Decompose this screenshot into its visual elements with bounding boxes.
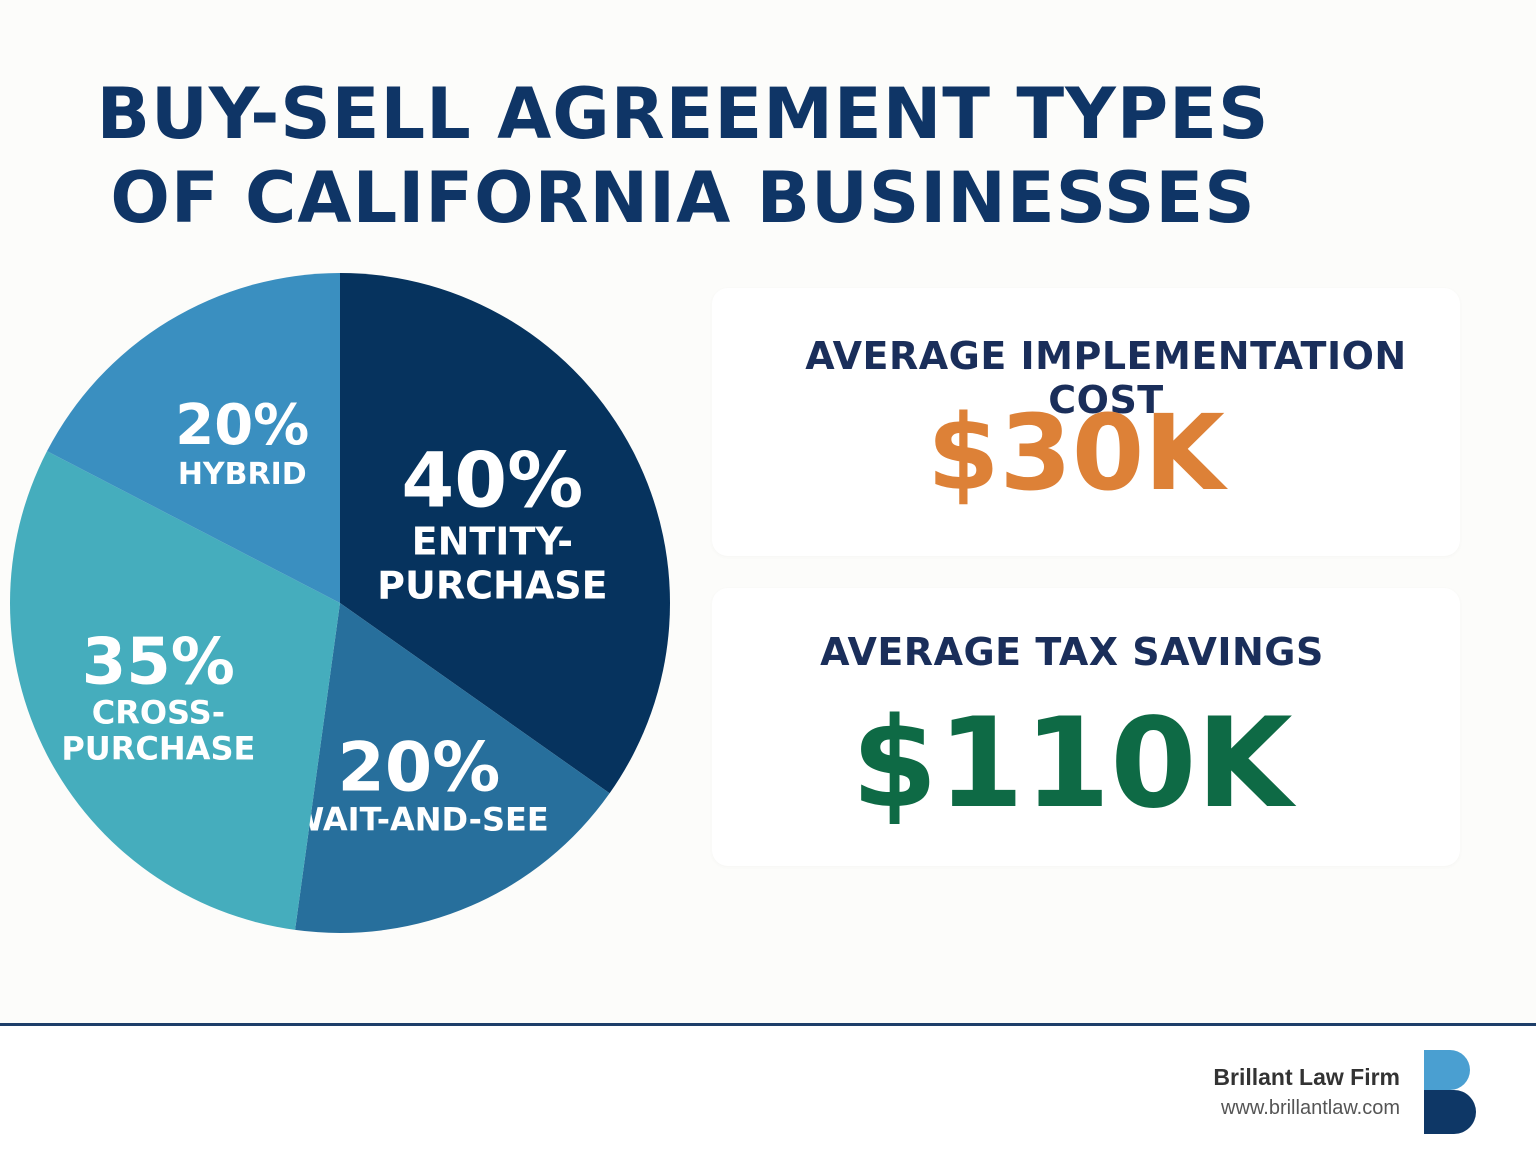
slice-value-label: 40% [401, 436, 583, 525]
pie-slice [46, 273, 341, 603]
firm-name: Brillant Law Firm [1213, 1064, 1400, 1090]
letter-b-logo-icon [1424, 1050, 1476, 1134]
tax-savings-label: AVERAGE TAX SAVINGS [820, 630, 1324, 674]
tax-savings-value: $110K [851, 692, 1293, 836]
implementation-cost-card: AVERAGE IMPLEMENTATION COST $30K [712, 288, 1460, 556]
slice-category-label: ENTITY- [412, 520, 573, 564]
slice-value-label: 35% [82, 626, 235, 700]
pie-slice [340, 273, 670, 794]
slice-value-label: 20% [338, 728, 501, 807]
slice-category-label: PURCHASE [377, 564, 607, 608]
title-line-1: BUY-SELL AGREEMENT TYPES [96, 73, 1270, 155]
pie-slice [9, 451, 340, 930]
tax-savings-card: AVERAGE TAX SAVINGS $110K [712, 588, 1460, 866]
title-line-2: OF CALIFORNIA BUSINESSES [110, 157, 1256, 239]
implementation-cost-label: AVERAGE IMPLEMENTATION COST [805, 334, 1407, 422]
slice-value-label: 20% [175, 393, 309, 458]
footer [0, 1026, 1536, 1154]
logo-top-shape [1424, 1050, 1470, 1090]
pie-slice [295, 603, 610, 933]
footer-divider [0, 1023, 1536, 1026]
firm-website[interactable]: www.brillantlaw.com [1221, 1097, 1400, 1119]
logo-bottom-shape [1424, 1090, 1476, 1134]
slice-category-label: WAIT-AND-SEE [289, 800, 549, 838]
implementation-cost-value: $30K [927, 392, 1225, 514]
slice-category-label: PURCHASE [61, 730, 255, 768]
pie-chart: 40%ENTITY-PURCHASE20%WAIT-AND-SEE35%CROS… [9, 273, 670, 933]
slice-category-label: CROSS- [92, 694, 225, 732]
slice-category-label: HYBRID [178, 457, 307, 492]
chart-title: BUY-SELL AGREEMENT TYPES OF CALIFORNIA B… [0, 72, 1366, 240]
